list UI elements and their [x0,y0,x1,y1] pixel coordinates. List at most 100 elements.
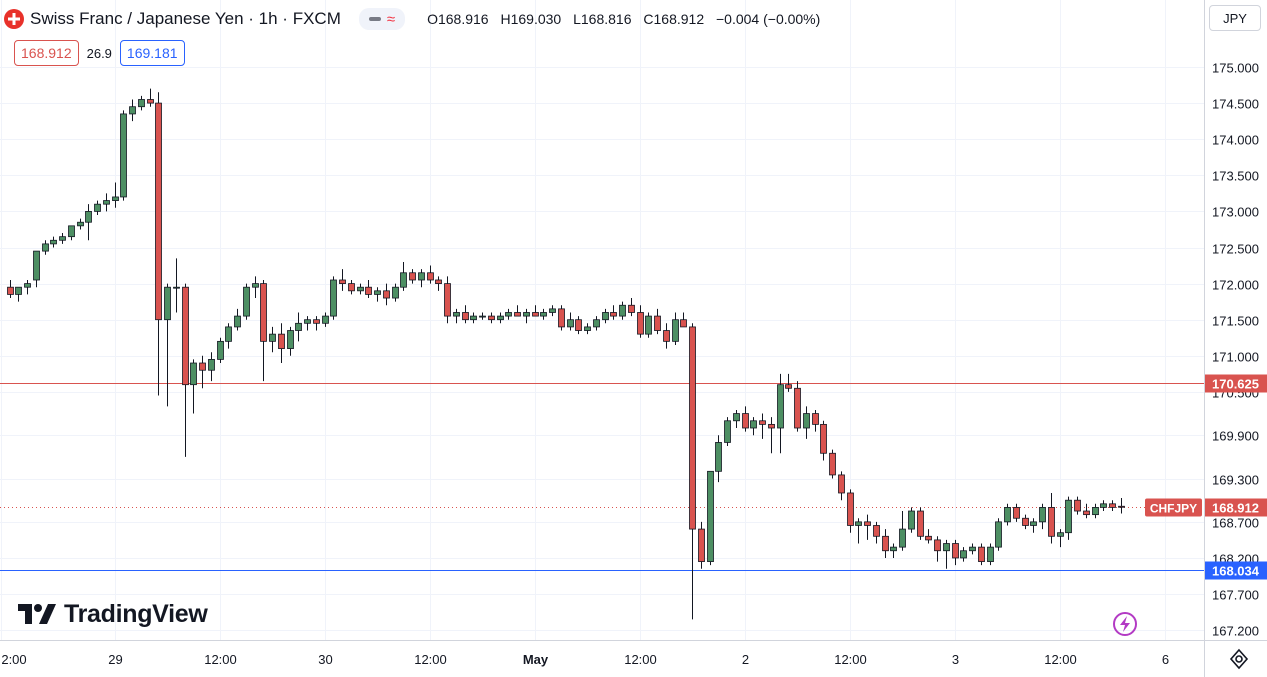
candle-body [59,236,66,241]
candle-body [540,312,547,317]
candle-body [409,272,416,281]
y-tick-label: 174.500 [1212,97,1259,112]
symbol-title[interactable]: Swiss Franc / Japanese Yen · 1h · FXCM [30,9,341,28]
ohlc-open: O168.916 [427,11,489,27]
y-tick-label: 172.500 [1212,242,1259,257]
candle-body [50,239,57,245]
candle-body [803,413,810,429]
candle-body [497,315,504,321]
candle-body [208,359,215,371]
candle-body [637,312,644,335]
last-price-tag [1205,498,1267,517]
minus-icon[interactable] [368,17,381,21]
candle-body [278,333,285,349]
candle-body [575,319,582,331]
y-tick-label: 173.000 [1212,205,1259,220]
candle-body [15,286,22,295]
candle-body [322,315,329,324]
candle-body [400,272,407,288]
indicator-toggle[interactable]: ≈ [358,8,406,30]
candle-body [1092,507,1099,516]
candle-body [934,539,941,552]
candle-body [619,304,626,317]
candle-body [120,113,127,198]
candle-body [269,333,276,342]
candle-body [978,546,985,562]
candle-body [838,474,845,494]
candle-body [164,286,171,321]
x-tick-label: 2 [742,652,749,667]
candle-body [252,283,259,288]
candle-body [488,315,495,321]
candle-body [1022,517,1029,526]
candle-body [987,546,994,562]
candle-body [654,315,661,331]
buy-button[interactable]: 169.181 [119,40,185,66]
candle-body [759,420,766,425]
y-tick-label: 169.300 [1212,473,1259,488]
candle-body [374,290,381,295]
currency-select[interactable]: JPY [1209,5,1261,31]
candle-body [1065,499,1072,534]
candle-body [785,384,792,389]
candle-body [392,286,399,299]
candle-body [567,319,574,328]
candle-body [155,102,162,321]
candle-body [444,283,451,317]
candle-body [864,521,871,526]
settings-icon[interactable] [1226,648,1252,670]
x-tick-label: 30 [318,652,332,667]
candle-body [523,312,530,317]
candle-body [225,326,232,342]
candle-body [628,304,635,313]
symbol-tag-label: CHFJPY [1150,502,1197,516]
last-price-label: 168.912 [1212,501,1259,516]
candle-body [698,528,705,562]
tradingview-logo[interactable]: TradingView [18,600,208,629]
candle-body [1048,507,1055,537]
candle-body [260,283,267,342]
candle-body [313,319,320,324]
logo-text: TradingView [64,600,208,628]
candle-body [42,243,49,252]
candle-body [365,286,372,295]
y-tick-label: 175.000 [1212,61,1259,76]
candle-body [1074,499,1081,512]
candle-body [750,420,757,429]
y-tick-label: 169.900 [1212,429,1259,444]
candles [7,88,1125,620]
candle-body [348,283,355,292]
level-tag-label: 170.625 [1212,377,1259,392]
y-tick-label: 167.200 [1212,624,1259,639]
wave-icon[interactable]: ≈ [386,10,396,28]
candle-body [724,420,731,443]
x-tick-label: 3 [952,652,959,667]
candle-body [1004,507,1011,523]
candle-body [68,225,75,238]
candle-body [995,521,1002,548]
candle-body [890,546,897,552]
candle-body [663,330,670,342]
flash-icon[interactable] [1111,610,1139,638]
candle-body [182,286,189,386]
candle-body [357,286,364,292]
candle-body [383,290,390,299]
candle-body [24,283,31,288]
candle-body [873,525,880,537]
candle-body [532,312,539,317]
candle-body [1057,532,1064,537]
sell-button[interactable]: 168.912 [14,40,79,66]
x-tick-label: 29 [108,652,122,667]
candle-body [129,106,136,115]
time-axis[interactable]: 2:00 29 12:00 30 12:00 May 12:00 2 12:00 3 12:00 6 [1,652,1169,667]
y-tick-label: 173.500 [1212,169,1259,184]
level-tag [1205,374,1267,393]
candle-body [94,203,101,212]
price-axis[interactable]: 175.000 174.500 174.000 173.500 173.000 172.5… [1212,61,1259,639]
candle-body [899,528,906,548]
candle-body [855,521,862,526]
candle-body [1039,507,1046,523]
candle-body [645,315,652,335]
candle-body [733,413,740,422]
